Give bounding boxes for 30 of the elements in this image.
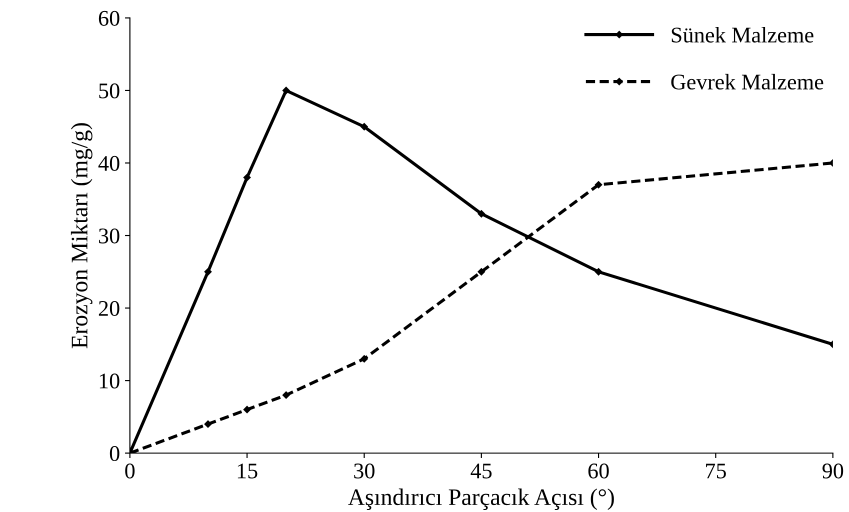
point	[204, 420, 212, 428]
y-tick-label: 0	[110, 446, 120, 462]
x-tick-label: 75	[706, 464, 726, 478]
x-tick-label: 60	[588, 463, 609, 478]
y-tick-label: 60	[98, 10, 120, 26]
x-axis-title: Aşındırıcı Parçacık Açısı (°)	[348, 488, 614, 510]
point	[478, 268, 486, 276]
y-tick-label: 40	[98, 156, 120, 171]
point	[360, 355, 368, 362]
y-tick-label: 20	[98, 300, 120, 316]
point	[204, 268, 212, 276]
x-tick-label: 45	[470, 464, 492, 478]
point	[282, 391, 290, 399]
x-tick-label: 15	[238, 464, 258, 478]
y-axis-title: Erozyon Miktarı (mg/g)	[70, 123, 92, 348]
y-tick-label: 30	[99, 228, 120, 244]
point	[282, 86, 290, 94]
x-tick-label: 0	[125, 463, 135, 478]
point	[478, 210, 486, 218]
y-tick-label: 50	[99, 83, 120, 98]
legend-label: Sünek Malzeme	[672, 26, 814, 43]
point	[360, 123, 368, 130]
point	[243, 406, 251, 414]
x-tick-label: 30	[354, 463, 374, 478]
point	[594, 268, 602, 276]
x-tick-label: 90	[822, 463, 844, 478]
point	[594, 181, 602, 188]
legend-label: Gevrek Malzeme	[671, 74, 824, 90]
y-tick-label: 10	[100, 374, 120, 389]
point	[243, 174, 251, 182]
